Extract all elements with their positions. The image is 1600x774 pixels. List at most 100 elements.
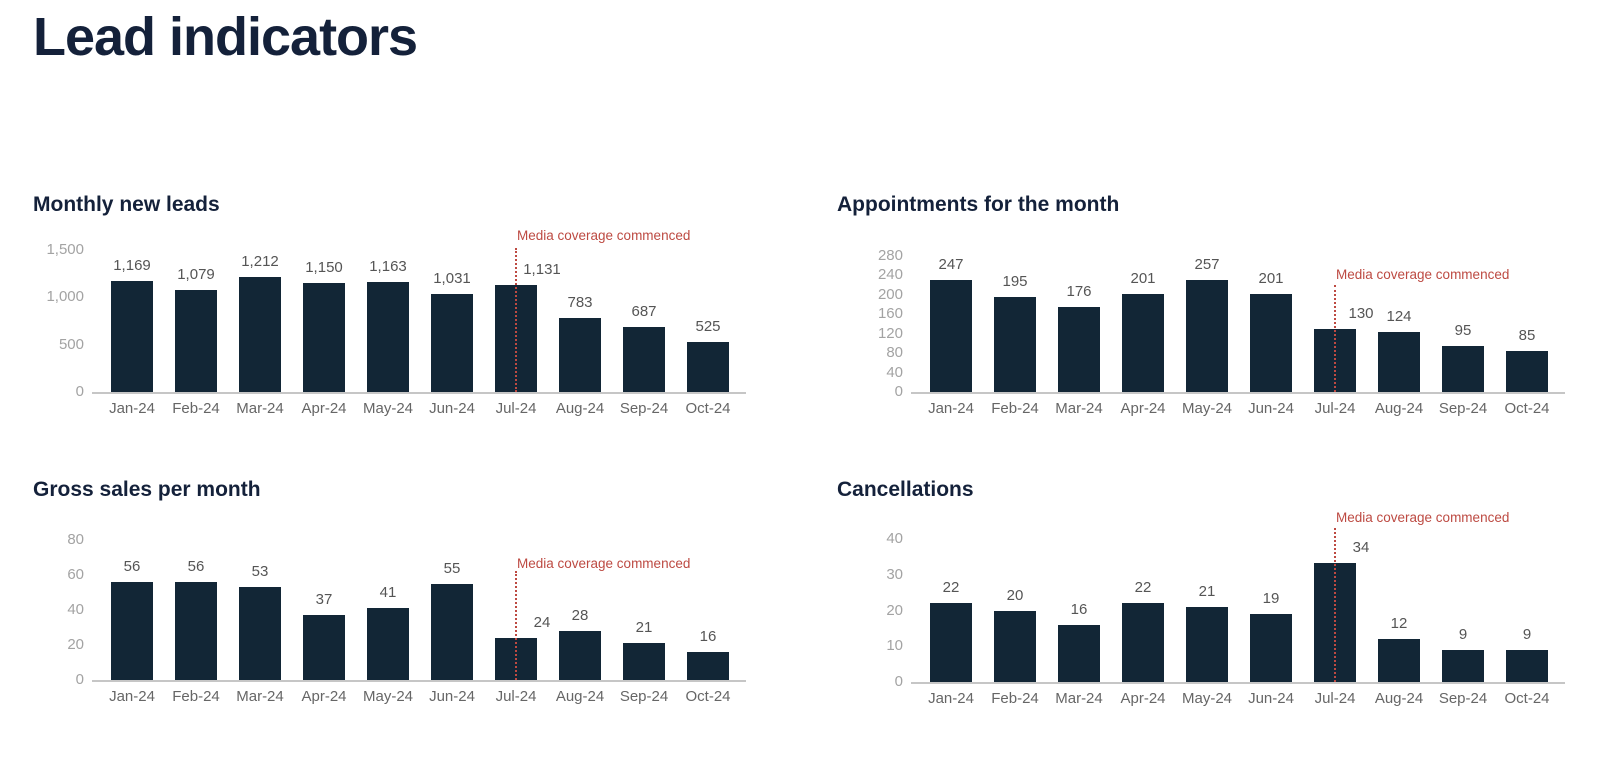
plot-column: 22 20 16 22 21 19 34 12 9 9 Media coverage commen… — [911, 510, 1565, 707]
bar — [431, 583, 473, 680]
bar-value-label: 9 — [1458, 625, 1468, 643]
chart-body: 0 10 20 30 40 22 20 16 22 21 19 34 12 9 9 Media cover… — [837, 510, 1567, 707]
y-tick-label: 20 — [886, 601, 903, 619]
bar-slot: 1,169 — [100, 250, 164, 392]
bar — [1250, 614, 1292, 682]
bar — [303, 615, 345, 680]
x-tick-label: Feb-24 — [991, 690, 1039, 707]
x-tick-label: Feb-24 — [991, 400, 1039, 417]
bar — [431, 294, 473, 392]
bar-value-label: 201 — [1258, 270, 1284, 288]
x-axis: Jan-24 Feb-24 Mar-24 Apr-24 May-24 Jun-24 Jul-… — [100, 400, 740, 417]
bars: 1,169 1,079 1,212 1,150 1,163 1,031 1,131 783 68… — [100, 250, 740, 392]
x-axis-baseline — [92, 392, 746, 394]
y-tick-label: 80 — [67, 531, 84, 548]
plot-area: 1,169 1,079 1,212 1,150 1,163 1,031 1,131 783 68… — [92, 228, 746, 394]
x-tick-label: Apr-24 — [301, 400, 347, 417]
bar — [111, 582, 153, 680]
x-axis-baseline — [911, 682, 1565, 684]
bar — [239, 587, 281, 680]
bar-value-label: 22 — [942, 579, 960, 597]
x-tick-label: Aug-24 — [1374, 400, 1424, 417]
y-tick-label: 240 — [877, 266, 903, 284]
y-axis: 0 20 40 60 80 — [33, 531, 100, 688]
bar-value-label: 55 — [443, 559, 461, 577]
bar — [239, 277, 281, 392]
x-tick-label: Mar-24 — [1055, 690, 1103, 707]
y-tick-label: 280 — [877, 247, 903, 264]
x-axis-baseline — [92, 680, 746, 682]
y-tick-label: 20 — [67, 636, 84, 653]
x-tick-label: May-24 — [362, 400, 414, 417]
y-tick-label: 40 — [67, 601, 84, 618]
bar-slot: 37 — [292, 540, 356, 680]
x-tick-label: Oct-24 — [1504, 400, 1550, 417]
x-tick-label: Mar-24 — [236, 400, 284, 417]
bar-value-label: 85 — [1518, 326, 1536, 344]
x-tick-label: Jan-24 — [109, 688, 155, 705]
x-tick-label: Jan-24 — [109, 400, 155, 417]
x-tick-label: May-24 — [1181, 690, 1233, 707]
bars: 22 20 16 22 21 19 34 12 9 9 — [919, 539, 1559, 682]
bar-slot: 28 — [548, 540, 612, 680]
plot-column: 1,169 1,079 1,212 1,150 1,163 1,031 1,131 783 68… — [92, 228, 746, 417]
bars: 247 195 176 201 257 201 130 124 95 85 — [919, 256, 1559, 392]
chart-title: Monthly new leads — [33, 193, 220, 216]
bar-slot: 85 — [1495, 256, 1559, 392]
bar-value-label: 1,169 — [113, 257, 151, 275]
chart-body: 0 40 80 120 160 200 240 280 247 195 176 201 257 201 1… — [837, 247, 1567, 417]
annotation-label: Media coverage commenced — [1336, 267, 1510, 282]
bar-value-label: 37 — [315, 591, 333, 609]
bar-slot: 55 — [420, 540, 484, 680]
x-tick-label: Aug-24 — [1374, 690, 1424, 707]
bar — [1122, 603, 1164, 682]
bar-value-label: 783 — [567, 293, 593, 311]
bar-value-label: 16 — [1070, 600, 1088, 618]
bar-value-label: 24 — [533, 614, 551, 631]
bar-value-label: 21 — [635, 619, 653, 637]
x-tick-label: Jan-24 — [928, 400, 974, 417]
bar-value-label: 257 — [1194, 256, 1220, 273]
x-tick-label: May-24 — [362, 688, 414, 705]
annotation-line — [1334, 285, 1336, 392]
annotation-line — [515, 571, 517, 680]
bar-slot: 16 — [676, 540, 740, 680]
bar — [623, 643, 665, 680]
plot-column: 56 56 53 37 41 55 24 28 21 16 Media coverage comm… — [92, 540, 746, 705]
x-axis: Jan-24 Feb-24 Mar-24 Apr-24 May-24 Jun-24 Jul-… — [919, 400, 1559, 417]
bar — [687, 342, 729, 392]
bar-slot: 195 — [983, 256, 1047, 392]
bar-value-label: 195 — [1002, 273, 1028, 291]
bar-slot: 53 — [228, 540, 292, 680]
bar — [559, 317, 601, 392]
bar-value-label: 687 — [631, 302, 657, 320]
x-tick-label: Sep-24 — [619, 400, 669, 417]
annotation-line — [1334, 528, 1336, 682]
bar-value-label: 1,079 — [177, 265, 215, 283]
x-axis: Jan-24 Feb-24 Mar-24 Apr-24 May-24 Jun-24 Jul-… — [100, 688, 740, 705]
bar-value-label: 201 — [1130, 270, 1156, 288]
x-axis-baseline — [911, 392, 1565, 394]
bar — [623, 326, 665, 392]
x-tick-label: Jun-24 — [429, 400, 475, 417]
bar — [930, 280, 972, 392]
x-tick-label: Feb-24 — [172, 400, 220, 417]
y-tick-label: 80 — [886, 344, 903, 362]
bar-slot: 41 — [356, 540, 420, 680]
x-tick-label: Mar-24 — [236, 688, 284, 705]
bar-value-label: 1,131 — [523, 260, 561, 278]
bar-value-label: 95 — [1454, 321, 1472, 339]
x-tick-label: Apr-24 — [1120, 400, 1166, 417]
bar-slot: 257 — [1175, 256, 1239, 392]
y-tick-label: 0 — [75, 671, 84, 688]
bar — [1506, 649, 1548, 682]
y-tick-label: 1,500 — [46, 241, 84, 258]
page-title: Lead indicators — [33, 7, 418, 67]
chart-body: 0 500 1,000 1,500 1,169 1,079 1,212 1,150 1,163… — [33, 228, 763, 417]
bar-value-label: 19 — [1262, 590, 1280, 608]
bar — [1186, 606, 1228, 682]
chart-cancellations: Cancellations 0 10 20 30 40 22 20 16 22 21 19 34 12… — [837, 477, 1567, 707]
bar-slot: 201 — [1111, 256, 1175, 392]
x-tick-label: Oct-24 — [685, 400, 731, 417]
bar-value-label: 41 — [379, 584, 397, 602]
